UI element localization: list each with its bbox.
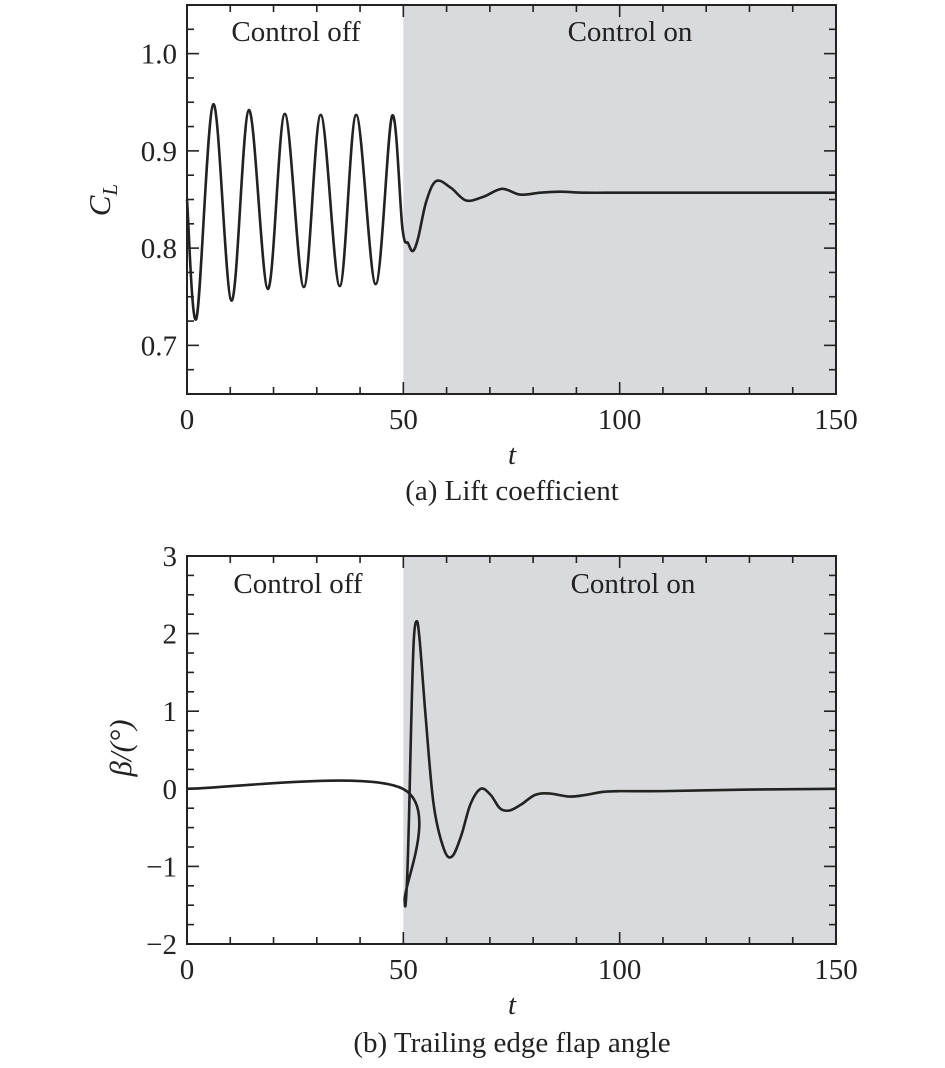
y-tick-label: 3	[163, 541, 178, 573]
y-axis-label-main: C	[82, 195, 117, 216]
x-tick-label: 0	[180, 404, 195, 436]
x-tick-label: 0	[180, 954, 195, 986]
series-line-0	[185, 102, 836, 321]
x-tick-label: 50	[389, 404, 418, 436]
x-tick-label: 150	[814, 404, 858, 436]
y-tick-label: 0.8	[141, 233, 177, 265]
y-axis-label: CL	[82, 184, 122, 216]
y-tick-label: 0.9	[141, 136, 177, 168]
x-axis-label: t	[508, 989, 517, 1021]
x-tick-label: 100	[598, 404, 642, 436]
chart-flap-angle: 0 50 100 150 −2 −1 0 1 2 3 Control off Control on…	[103, 541, 858, 1059]
region-control-off	[187, 556, 404, 944]
y-axis-label: β/(°)	[103, 719, 138, 777]
region-label-control-on: Control on	[571, 568, 696, 600]
y-tick-label: 0	[163, 774, 178, 806]
y-tick-label: 1.0	[141, 39, 177, 71]
y-tick-label: −2	[146, 929, 177, 961]
region-label-control-on: Control on	[568, 16, 693, 48]
region-control-on	[403, 556, 836, 944]
chart-caption: (a) Lift coefficient	[405, 475, 619, 507]
x-axis-label: t	[508, 439, 517, 471]
chart-lift-coefficient: 0 50 100 150 0.7 0.8 0.9 1.0 Control off Contro…	[82, 4, 858, 507]
series-line-0	[186, 619, 837, 908]
y-tick-label: 1	[163, 696, 178, 728]
region-label-control-off: Control off	[231, 16, 360, 48]
x-tick-label: 150	[814, 954, 858, 986]
y-axis-label-subscript: L	[98, 184, 122, 197]
x-tick-label: 50	[389, 954, 418, 986]
region-label-control-off: Control off	[233, 568, 362, 600]
chart-caption: (b) Trailing edge flap angle	[353, 1027, 670, 1059]
x-tick-label: 100	[598, 954, 642, 986]
y-tick-label: 2	[163, 619, 178, 651]
y-tick-label: 0.7	[141, 330, 177, 362]
y-tick-label: −1	[146, 851, 177, 883]
